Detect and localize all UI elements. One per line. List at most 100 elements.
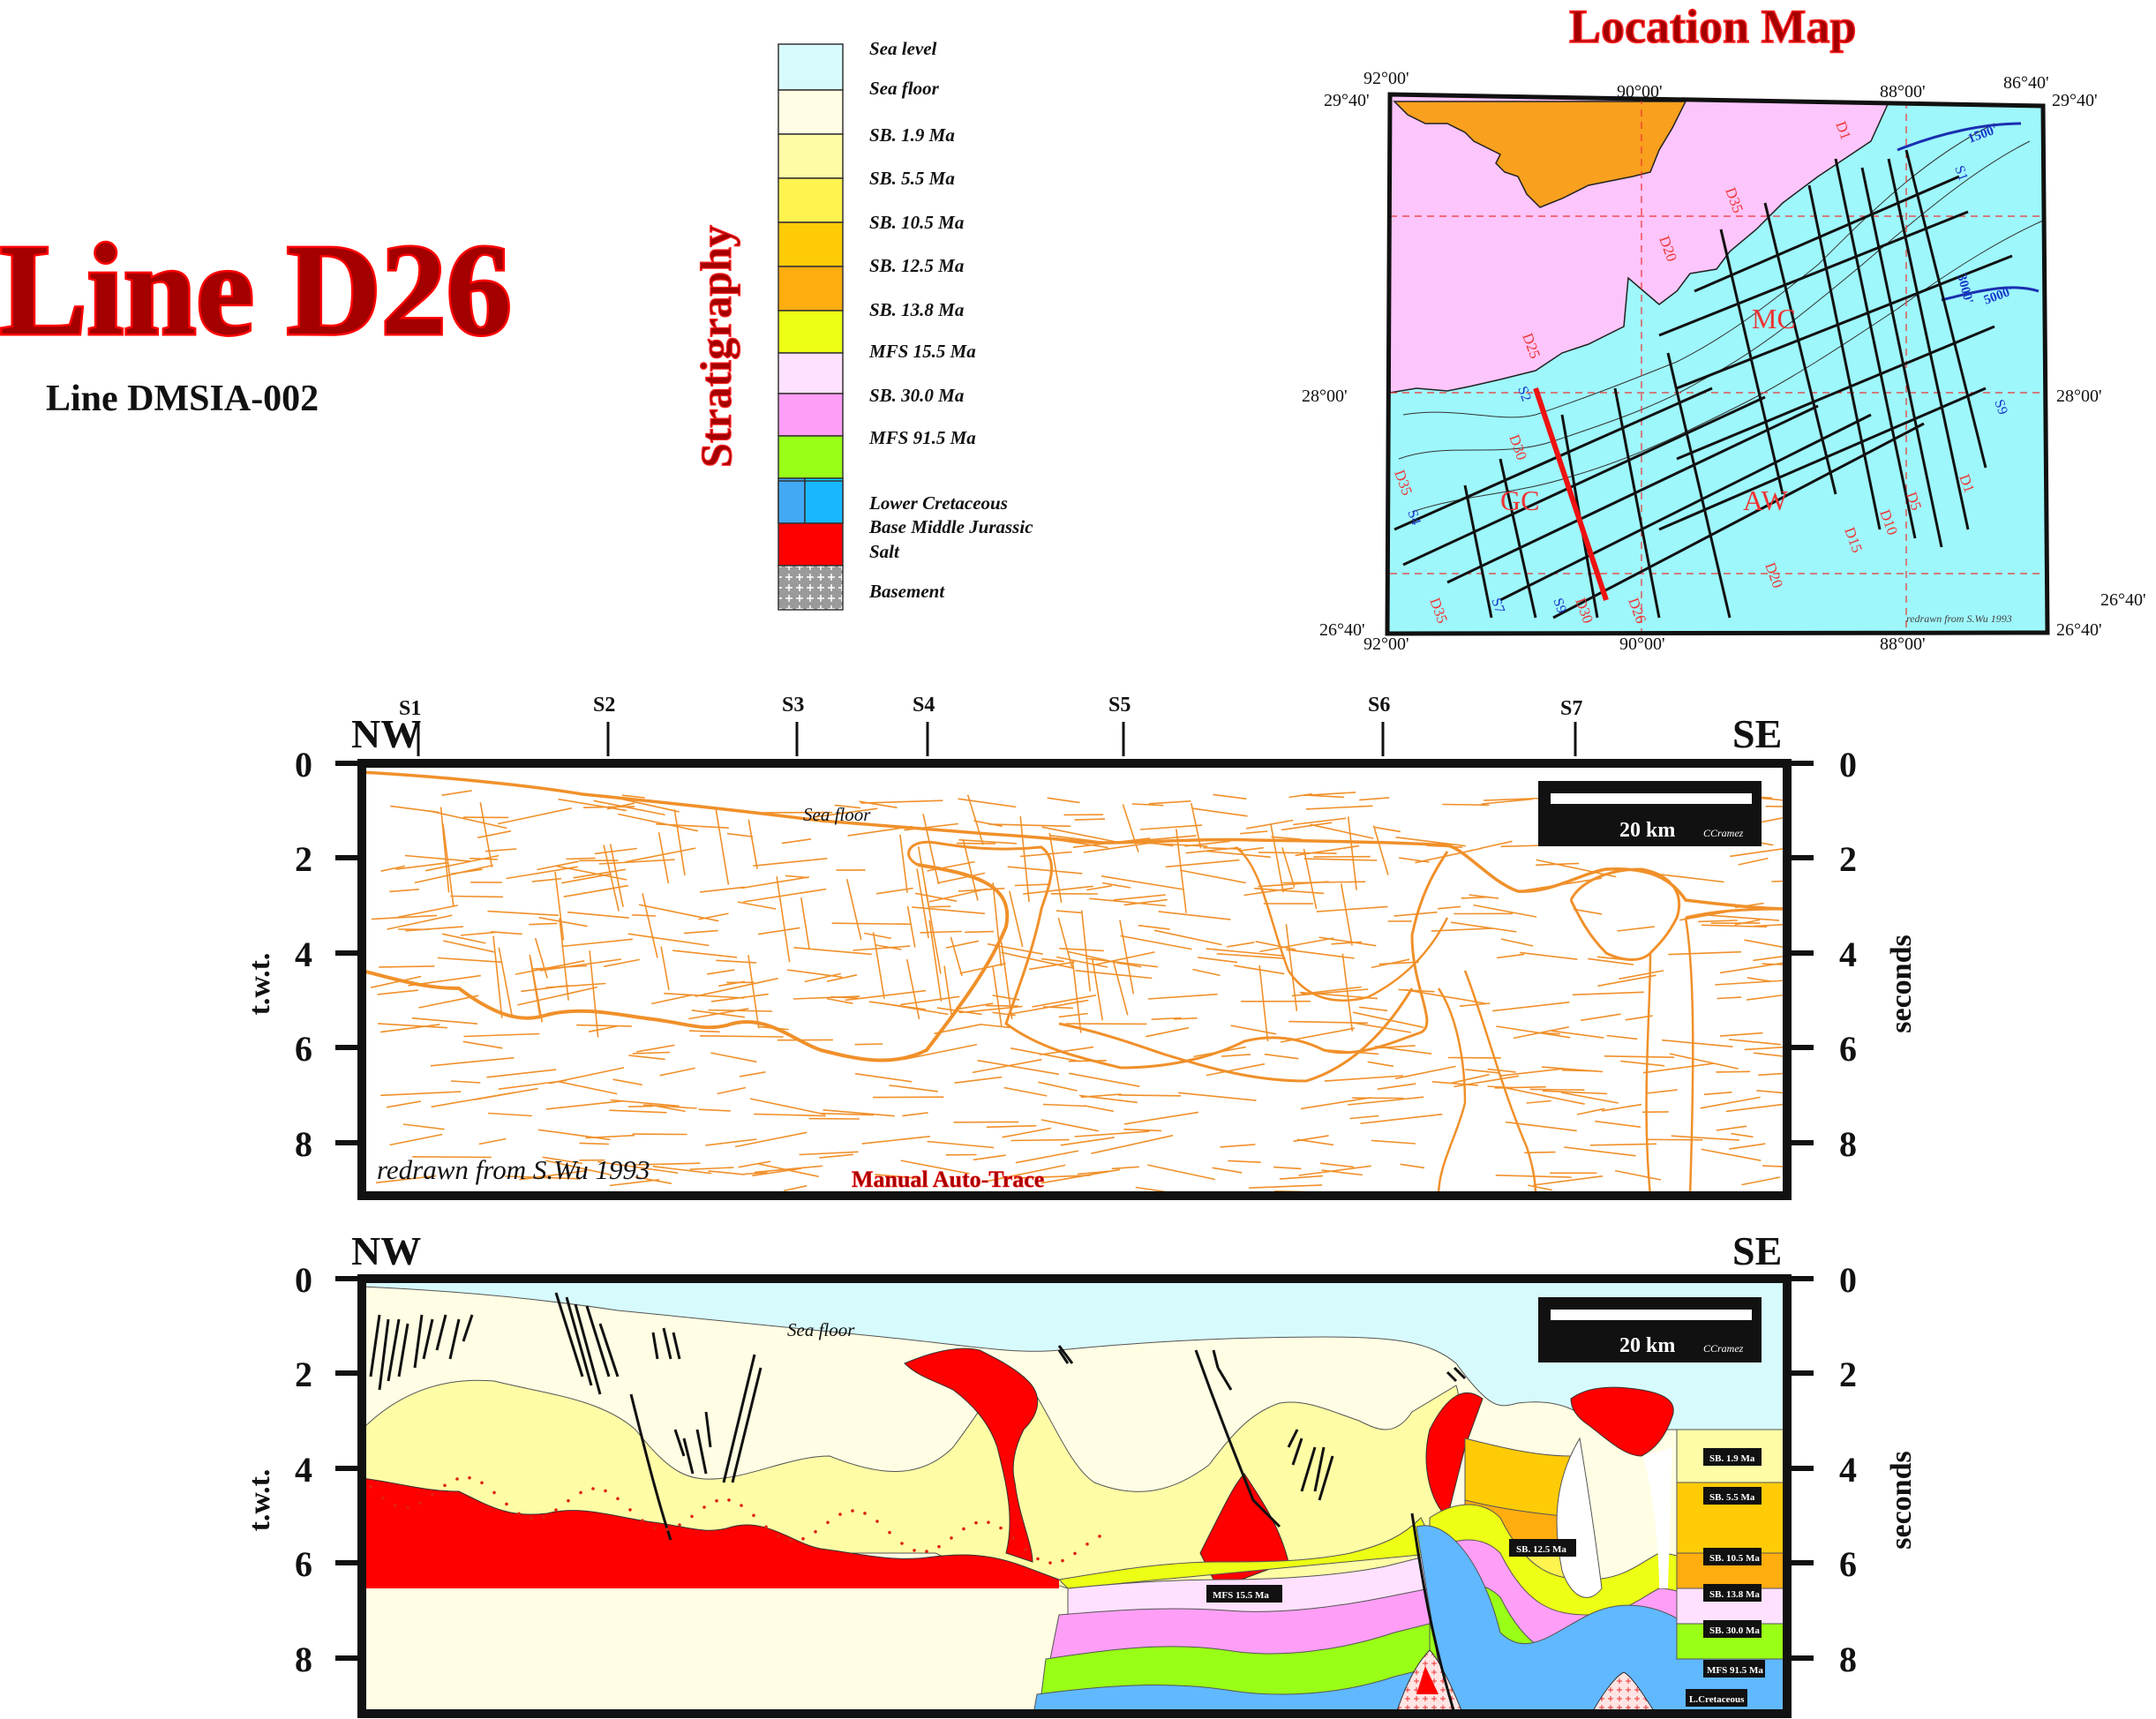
reflector-segment bbox=[1403, 988, 1485, 1004]
reflector-segment bbox=[597, 1160, 679, 1174]
reflector-segment bbox=[635, 1175, 672, 1184]
reflector-segment bbox=[1698, 920, 1738, 923]
salt-dot bbox=[517, 1512, 521, 1516]
strat-mfs-15-5 bbox=[778, 352, 844, 394]
reflector-segment bbox=[1738, 857, 1769, 866]
svg-text:L.Cretaceous: L.Cretaceous bbox=[1689, 1694, 1745, 1705]
fault-segment bbox=[1258, 965, 1269, 1042]
salt-dot bbox=[1073, 1551, 1077, 1556]
reflector-segment bbox=[1300, 1097, 1371, 1110]
salt-dot bbox=[838, 1513, 842, 1516]
salt-dot bbox=[616, 1497, 620, 1501]
fault-segment bbox=[498, 947, 513, 1017]
reflector-segment bbox=[1258, 852, 1337, 854]
reflector-segment bbox=[1220, 1144, 1256, 1148]
reflector-segment bbox=[927, 1140, 995, 1149]
reflector-segment bbox=[1495, 1175, 1572, 1178]
svg-text:28°00': 28°00' bbox=[1302, 387, 1348, 406]
reflector-segment bbox=[1193, 1046, 1246, 1058]
reflector-segment bbox=[1320, 1162, 1355, 1168]
reflector-segment bbox=[389, 1133, 443, 1146]
reflector-segment bbox=[860, 799, 943, 804]
reflector-segment bbox=[498, 1079, 567, 1090]
reflector-segment bbox=[379, 965, 435, 968]
reflector-segment bbox=[1296, 1138, 1334, 1146]
reflector-segment bbox=[1596, 956, 1627, 961]
fault-segment bbox=[1071, 960, 1082, 1033]
reflector-segment bbox=[698, 912, 729, 920]
reflector-segment bbox=[749, 1098, 826, 1115]
reflector-segment bbox=[1395, 1065, 1456, 1080]
reflector-segment bbox=[1013, 1175, 1091, 1179]
strat-salt bbox=[778, 522, 844, 567]
reflector-segment bbox=[1426, 844, 1463, 848]
reflector-segment bbox=[1473, 904, 1537, 918]
fault-segment bbox=[673, 809, 686, 876]
svg-text:2: 2 bbox=[1839, 839, 1857, 879]
fault-segment bbox=[715, 807, 730, 885]
reflector-segment bbox=[1101, 882, 1131, 889]
reflector-segment bbox=[699, 1035, 784, 1038]
reflector-segment bbox=[395, 861, 449, 870]
reflector-segment bbox=[1619, 970, 1664, 980]
svg-text:6: 6 bbox=[295, 1029, 312, 1069]
reflector-segment bbox=[973, 820, 1003, 828]
salt-dot bbox=[875, 1520, 879, 1523]
reflector-segment bbox=[545, 1160, 612, 1176]
shot-point-labels: S1 S2 S3 S4 S5 S6 S7 bbox=[399, 694, 1582, 720]
reflector-segment bbox=[1715, 980, 1786, 986]
reflector-segment bbox=[1206, 1062, 1266, 1077]
reflector-segment bbox=[1753, 923, 1787, 927]
reflector-segment bbox=[1415, 847, 1482, 864]
reflector-segment bbox=[585, 1134, 635, 1139]
salt-dot bbox=[567, 1498, 570, 1503]
reflector-segment bbox=[1729, 1039, 1781, 1046]
map-line-labels-blue: S1 S9 S2 S9 S7 S4 bbox=[1404, 164, 2010, 616]
reflector-segment bbox=[1293, 1135, 1329, 1143]
svg-text:6: 6 bbox=[295, 1544, 312, 1584]
reflector-segment bbox=[1717, 996, 1742, 1000]
svg-text:28°00': 28°00' bbox=[2056, 387, 2102, 406]
se-label: SE bbox=[1732, 711, 1782, 756]
reflector-segment bbox=[651, 994, 694, 1005]
reflector-segment bbox=[1279, 1175, 1323, 1180]
reflector-segment bbox=[928, 888, 988, 903]
reflector-segment bbox=[1042, 1103, 1087, 1107]
reflector-segment bbox=[405, 926, 463, 932]
strat-label: SB. 13.8 Ma bbox=[869, 299, 964, 320]
fault-segment bbox=[603, 844, 620, 912]
svg-text:8: 8 bbox=[295, 1124, 312, 1164]
reflector-segment bbox=[1716, 1070, 1751, 1073]
svg-text:SB. 13.8 Ma: SB. 13.8 Ma bbox=[1709, 1589, 1760, 1600]
reflector-segment bbox=[1273, 1166, 1302, 1170]
reflector-segment bbox=[1019, 851, 1072, 858]
salt-dot bbox=[443, 1483, 447, 1488]
reflector-segment bbox=[1348, 1096, 1424, 1106]
reflector-segment bbox=[1744, 1046, 1787, 1051]
svg-text:2: 2 bbox=[295, 839, 312, 879]
reflector-segment bbox=[1010, 1138, 1070, 1142]
reflector-segment bbox=[1303, 792, 1356, 797]
strat-label: SB. 12.5 Ma bbox=[869, 255, 964, 276]
reflector-segment bbox=[1331, 941, 1362, 945]
map-credit: redrawn from S.Wu 1993 bbox=[1906, 612, 2012, 625]
reflector-segment bbox=[537, 860, 579, 871]
salt-dot bbox=[913, 1549, 916, 1552]
reflector-segment bbox=[1138, 924, 1170, 930]
reflector-segment bbox=[1039, 1046, 1094, 1055]
reflector-segment bbox=[1614, 1169, 1662, 1181]
svg-text:S1: S1 bbox=[399, 697, 421, 720]
reflector-segment bbox=[854, 1043, 883, 1046]
reflector-segment bbox=[576, 1024, 632, 1027]
reflector-segment bbox=[958, 887, 1005, 892]
svg-text:0: 0 bbox=[1839, 745, 1857, 784]
reflector-segment bbox=[1528, 1184, 1552, 1191]
reflector-segment bbox=[1500, 844, 1544, 848]
reflector-segment bbox=[1352, 1011, 1424, 1028]
reflector-segment bbox=[609, 1109, 667, 1114]
reflector-segment bbox=[823, 1109, 895, 1117]
reflector-segment bbox=[1086, 885, 1112, 891]
salt-dot bbox=[480, 1481, 484, 1485]
reflector-segment bbox=[928, 905, 951, 908]
reflector-segment bbox=[539, 958, 622, 972]
